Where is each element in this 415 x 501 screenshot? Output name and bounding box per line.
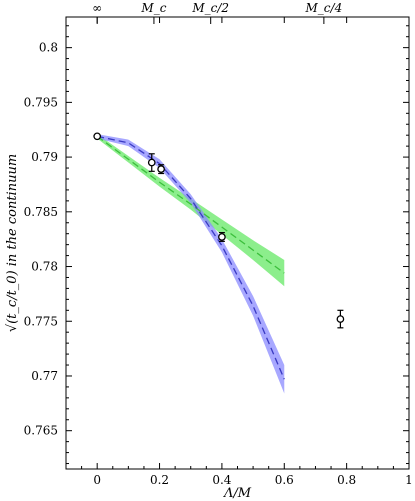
- data-points: [93, 132, 345, 329]
- y-tick-label: 0.785: [24, 205, 58, 219]
- y-tick-label: 0.795: [24, 95, 58, 109]
- fit-line: [96, 135, 285, 274]
- data-point: [218, 233, 226, 241]
- x-tick-label: 0.4: [212, 473, 231, 487]
- data-point: [147, 158, 156, 167]
- fit-lines: [96, 135, 285, 380]
- y-tick-label: 0.775: [24, 314, 58, 328]
- x-tick-label: 0: [93, 473, 101, 487]
- top-tick-label: M_c: [140, 1, 166, 15]
- axis-ticks: [65, 17, 410, 469]
- y-tick-label: 0.78: [31, 260, 58, 274]
- y-tick-label: 0.765: [24, 424, 58, 438]
- top-tick-label: ∞: [92, 1, 102, 15]
- top-tick-label: M_c/4: [305, 1, 343, 15]
- x-tick-label: 0.2: [150, 473, 169, 487]
- data-point: [93, 132, 102, 141]
- x-tick-label: 1: [405, 473, 413, 487]
- x-tick-label: 0.8: [337, 473, 356, 487]
- fit-line: [97, 135, 285, 380]
- y-tick-label: 0.8: [39, 41, 58, 55]
- fit-band: [97, 134, 285, 287]
- y-tick-label: 0.77: [31, 369, 58, 383]
- data-point: [157, 165, 165, 173]
- x-tick-label: 0.6: [275, 473, 294, 487]
- axis-tick-labels: 0 0.2 0.4 0.6 0.8 1 0.765 0.77 0.775 0.78 0.785 0.7…: [24, 1, 413, 487]
- y-tick-label: 0.79: [31, 150, 58, 164]
- x-axis-label: Λ/M: [223, 486, 252, 501]
- y-axis-label: √(t_c/t_0) in the continuum: [5, 154, 20, 332]
- data-point: [336, 315, 345, 323]
- top-tick-label: M_c/2: [191, 1, 229, 15]
- fit-bands: [97, 134, 285, 394]
